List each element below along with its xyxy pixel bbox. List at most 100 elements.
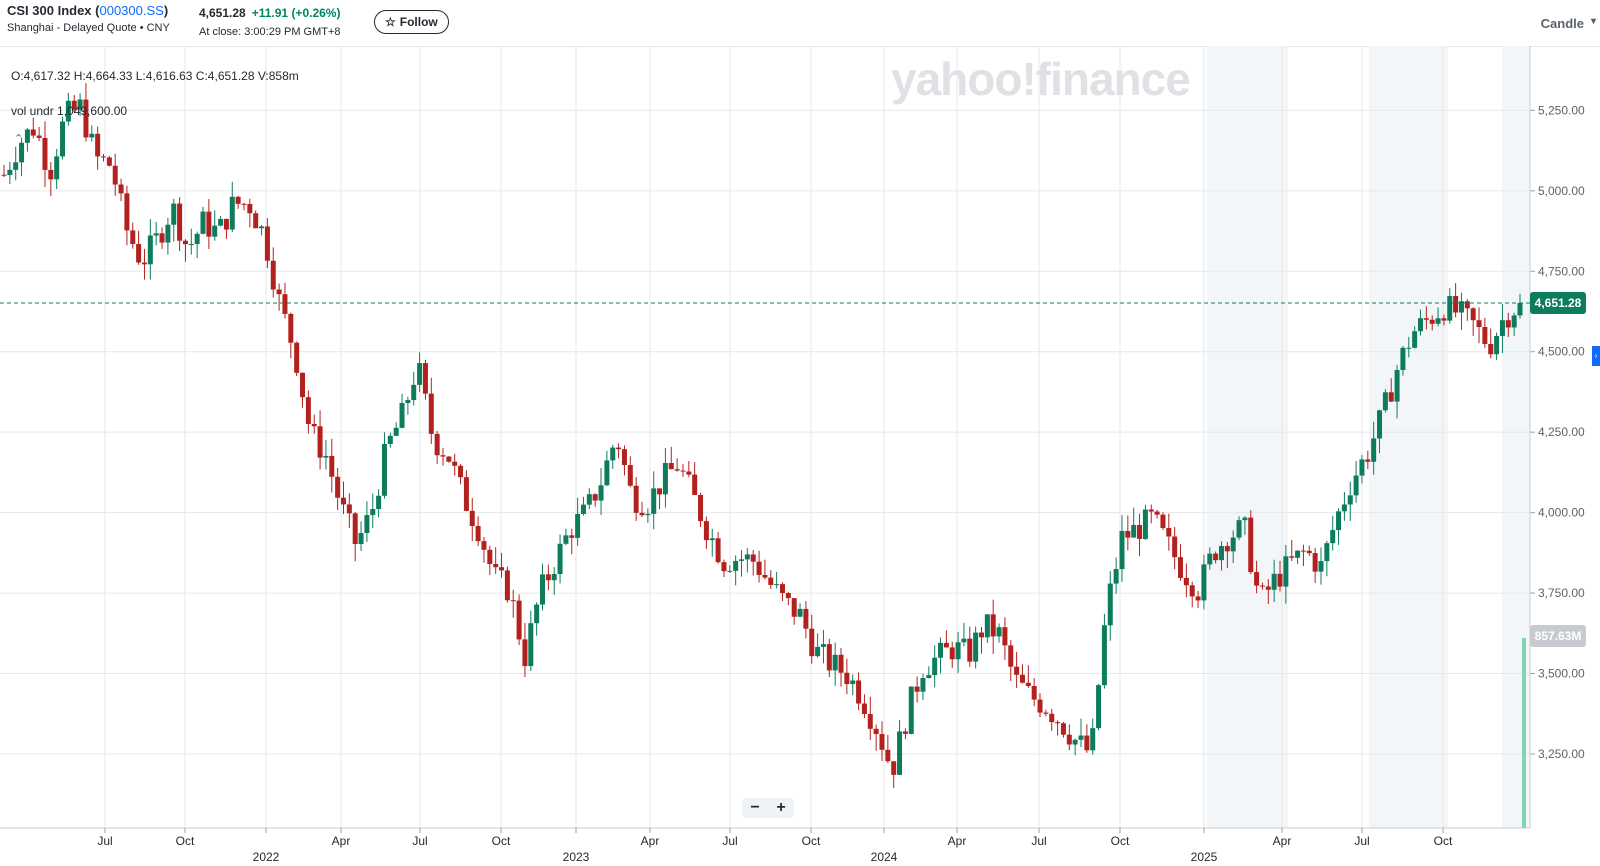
candle-body [768, 577, 774, 585]
candle-body [1224, 546, 1230, 552]
candle-body [1014, 666, 1020, 675]
candle-body [1394, 369, 1400, 402]
candle-body [575, 513, 581, 538]
candle-body [264, 226, 270, 261]
candle-body [1242, 517, 1248, 521]
candle-body [212, 225, 218, 237]
chart-type-dropdown[interactable]: Candle ▾ [1541, 16, 1596, 31]
candle-body [1365, 459, 1371, 462]
candle-body [809, 628, 815, 657]
candle-body [1283, 556, 1289, 587]
candle-body [305, 397, 311, 424]
candle-body [253, 213, 259, 229]
candle-body [733, 560, 739, 571]
candle-body [1031, 685, 1037, 700]
quote-title: CSI 300 Index (000300.SS) [7, 3, 168, 18]
candle-body [984, 614, 990, 638]
candle-body [938, 642, 944, 658]
candle-body [381, 443, 387, 496]
candle-body [141, 262, 147, 265]
candle-body [838, 654, 844, 673]
zoom-in-button[interactable]: + [776, 799, 786, 816]
follow-button[interactable]: ☆ Follow [374, 10, 449, 34]
x-month-label: Apr [332, 834, 351, 848]
candle-body [288, 313, 294, 343]
candle-body [645, 513, 651, 516]
candle-body [978, 632, 984, 638]
x-month-label: Oct [1434, 834, 1453, 848]
candle-body [282, 294, 288, 314]
candle-body [1312, 553, 1318, 572]
candle-body [662, 463, 668, 495]
candle-body [83, 99, 89, 138]
candle-body [405, 400, 411, 404]
symbol-link[interactable]: 000300.SS [99, 3, 164, 18]
candle-body [130, 230, 136, 245]
candle-body [1019, 674, 1025, 683]
candle-body [71, 100, 77, 110]
candle-body [1388, 392, 1394, 402]
x-month-label: Apr [1273, 834, 1292, 848]
candle-body [1142, 509, 1148, 539]
candle-body [692, 474, 698, 495]
volume-bar [1522, 638, 1526, 828]
candle-body [1470, 308, 1476, 321]
candle-body [1429, 319, 1435, 324]
candle-body [1511, 315, 1517, 328]
volume-legend: vol undr 1,049,600.00 [11, 104, 128, 118]
y-tick-label: 5,000.00 [1538, 184, 1585, 198]
candle-body [1271, 573, 1277, 590]
candle-body [1330, 530, 1336, 544]
candle-body [1341, 504, 1347, 512]
candle-body [182, 240, 188, 245]
candle-body [229, 196, 235, 230]
candle-body [1447, 295, 1453, 321]
candle-body [703, 521, 709, 541]
candle-body [1078, 735, 1084, 740]
candle-body [1289, 556, 1295, 558]
candle-body [1137, 524, 1143, 539]
candle-body [1131, 524, 1137, 538]
candle-body [698, 494, 704, 522]
candle-body [1148, 509, 1154, 512]
candle-body [13, 162, 19, 170]
zoom-out-button[interactable]: − [750, 799, 760, 816]
candle-body [674, 469, 680, 471]
candle-body [206, 211, 212, 237]
candle-body [791, 598, 797, 617]
candle-body [756, 561, 762, 575]
candle-body [1055, 722, 1061, 724]
candle-body [223, 218, 229, 230]
candle-body [932, 657, 938, 676]
candle-body [493, 563, 499, 568]
candle-body [510, 600, 516, 602]
candle-body [1482, 327, 1488, 344]
candle-body [1505, 320, 1511, 328]
candle-body [826, 644, 832, 671]
collapse-icon[interactable]: ⌃ [14, 133, 24, 145]
candle-body [48, 169, 54, 180]
x-year-label: 2024 [871, 850, 898, 864]
axis-scroll-handle[interactable]: › [1592, 346, 1600, 366]
index-name: CSI 300 Index ( [7, 3, 100, 18]
x-month-label: Jul [1031, 834, 1046, 848]
candle-body [241, 203, 247, 205]
candle-body [797, 608, 803, 617]
candle-body [165, 224, 171, 243]
y-tick-label: 4,250.00 [1538, 425, 1585, 439]
candle-body [24, 129, 30, 143]
candle-body [1066, 734, 1072, 745]
candle-body [668, 463, 674, 470]
candle-body [194, 233, 200, 245]
candle-body [879, 734, 885, 750]
candle-body [1488, 343, 1494, 355]
candle-body [323, 455, 329, 458]
x-month-label: Jul [97, 834, 112, 848]
candle-body [1300, 550, 1306, 552]
candle-body [1195, 596, 1201, 601]
x-month-label: Oct [176, 834, 195, 848]
yahoo-finance-watermark: yahoo!finance [891, 53, 1191, 105]
candle-body [188, 244, 194, 246]
candle-body [832, 654, 838, 671]
